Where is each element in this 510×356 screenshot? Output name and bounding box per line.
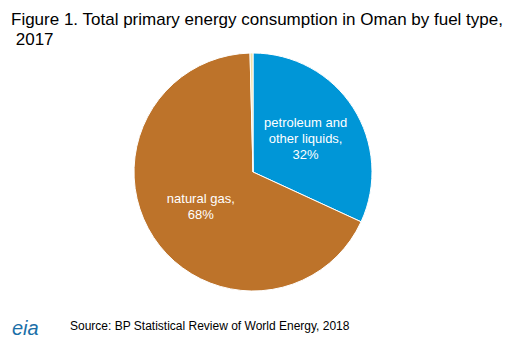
svg-text:Figure 1. Total primary energy: Figure 1. Total primary energy consumpti…	[11, 10, 503, 29]
svg-text:petroleum and: petroleum and	[264, 115, 347, 130]
svg-text:2017: 2017	[11, 30, 54, 49]
svg-text:68%: 68%	[188, 207, 214, 222]
svg-text:eia: eia	[12, 317, 39, 339]
svg-text:natural gas,: natural gas,	[167, 191, 235, 206]
svg-text:Source: BP Statistical Review: Source: BP Statistical Review of World E…	[70, 319, 350, 333]
svg-text:other liquids,: other liquids,	[269, 131, 343, 146]
svg-text:32%: 32%	[293, 147, 319, 162]
